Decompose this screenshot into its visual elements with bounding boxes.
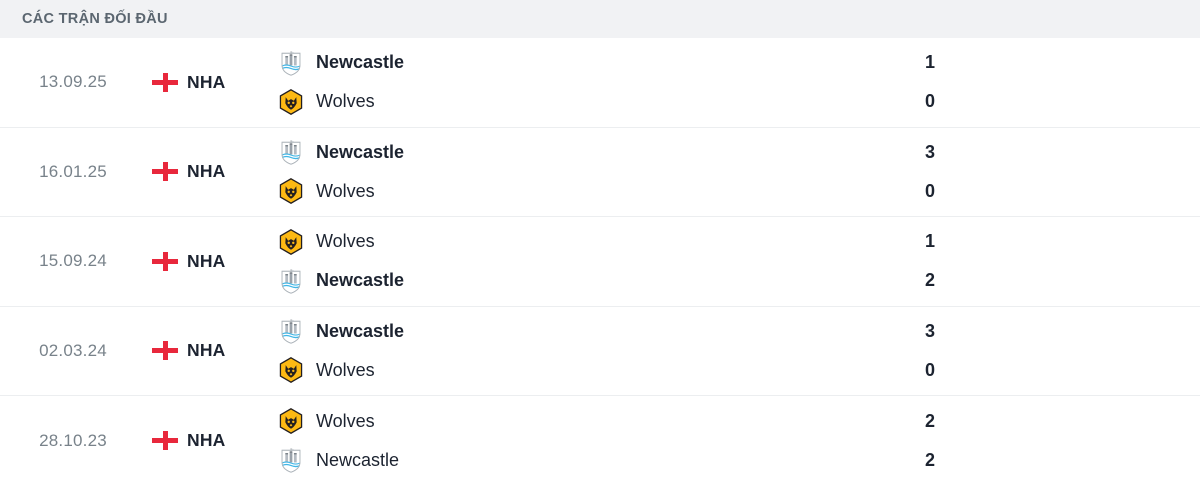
match-row[interactable]: 13.09.25 NHA Newcastle Wolves 1 0: [0, 38, 1200, 128]
competition-cell[interactable]: NHA: [152, 251, 260, 272]
newcastle-crest-icon: [278, 50, 304, 76]
score-away: 2: [924, 449, 935, 470]
team-name-home: Newcastle: [316, 141, 405, 162]
competition-name: NHA: [187, 71, 226, 92]
score-home: 3: [924, 320, 935, 341]
score-away: 0: [924, 359, 935, 380]
score-home: 1: [924, 52, 935, 73]
score-away: 0: [924, 180, 935, 201]
score-home: 2: [924, 410, 935, 431]
match-date: 16.01.25: [39, 161, 107, 181]
match-row[interactable]: 02.03.24 NHA Newcastle Wolves 3 0: [0, 306, 1200, 396]
score-line-away: 0: [900, 357, 1200, 383]
teams-cell: Newcastle Wolves: [260, 139, 900, 205]
score-line-away: 2: [900, 268, 1200, 294]
wolves-crest-icon: [278, 228, 304, 255]
team-name-home: Wolves: [316, 410, 375, 431]
england-flag-icon: [152, 162, 178, 182]
newcastle-crest-icon: [278, 318, 304, 344]
teams-cell: Wolves Newcastle: [260, 408, 900, 473]
team-name-away: Newcastle: [316, 270, 405, 291]
team-line-away[interactable]: Newcastle: [278, 447, 900, 473]
newcastle-crest-icon: [278, 268, 304, 294]
teams-cell: Newcastle Wolves: [260, 318, 900, 384]
team-line-home[interactable]: Newcastle: [278, 139, 900, 165]
match-date-cell: 16.01.25: [0, 162, 152, 182]
team-name-away: Newcastle: [316, 449, 400, 470]
score-away: 0: [924, 91, 935, 112]
newcastle-crest-icon: [278, 447, 304, 473]
score-home: 3: [924, 141, 935, 162]
team-name-home: Newcastle: [316, 52, 405, 73]
team-line-home[interactable]: Newcastle: [278, 318, 900, 344]
score-line-home: 3: [900, 139, 1200, 165]
competition-name: NHA: [187, 161, 226, 182]
widget-header: CÁC TRẬN ĐỐI ĐẦU: [0, 0, 1200, 38]
team-line-home[interactable]: Newcastle: [278, 50, 900, 76]
match-date: 02.03.24: [39, 340, 107, 360]
score-line-home: 1: [900, 50, 1200, 76]
team-line-home[interactable]: Wolves: [278, 408, 900, 435]
match-date-cell: 13.09.25: [0, 72, 152, 92]
teams-cell: Newcastle Wolves: [260, 50, 900, 115]
score-home: 1: [924, 231, 935, 252]
team-name-away: Wolves: [316, 180, 375, 201]
score-line-home: 1: [900, 229, 1200, 255]
england-flag-icon: [152, 431, 178, 451]
match-row[interactable]: 15.09.24 NHA Wolves Newcastle 1 2: [0, 217, 1200, 307]
match-date-cell: 02.03.24: [0, 341, 152, 361]
newcastle-crest-icon: [278, 139, 304, 165]
team-name-home: Wolves: [316, 231, 375, 252]
score-away: 2: [924, 270, 935, 291]
team-line-away[interactable]: Newcastle: [278, 268, 900, 294]
match-date-cell: 15.09.24: [0, 251, 152, 271]
score-line-away: 0: [900, 89, 1200, 115]
match-date: 13.09.25: [39, 72, 107, 92]
competition-cell[interactable]: NHA: [152, 430, 260, 451]
competition-name: NHA: [187, 430, 226, 451]
match-list: 13.09.25 NHA Newcastle Wolves 1 0 16.01.25 NHA N…: [0, 38, 1200, 486]
england-flag-icon: [152, 341, 178, 361]
wolves-crest-icon: [278, 178, 304, 205]
match-row[interactable]: 28.10.23 NHA Wolves Newcastle 2 2: [0, 396, 1200, 486]
competition-cell[interactable]: NHA: [152, 340, 260, 361]
team-line-away[interactable]: Wolves: [278, 178, 900, 205]
england-flag-icon: [152, 251, 178, 271]
team-name-away: Wolves: [316, 359, 375, 380]
page-title: CÁC TRẬN ĐỐI ĐẦU: [22, 11, 168, 27]
team-name-away: Wolves: [316, 91, 375, 112]
competition-name: NHA: [187, 250, 226, 271]
wolves-crest-icon: [278, 88, 304, 115]
teams-cell: Wolves Newcastle: [260, 228, 900, 294]
team-name-home: Newcastle: [316, 320, 405, 341]
score-line-home: 3: [900, 318, 1200, 344]
wolves-crest-icon: [278, 408, 304, 435]
score-line-away: 2: [900, 447, 1200, 473]
match-date: 28.10.23: [39, 430, 107, 450]
match-date: 15.09.24: [39, 251, 107, 271]
competition-name: NHA: [187, 340, 226, 361]
competition-cell[interactable]: NHA: [152, 72, 260, 93]
team-line-home[interactable]: Wolves: [278, 228, 900, 255]
match-row[interactable]: 16.01.25 NHA Newcastle Wolves 3 0: [0, 127, 1200, 217]
england-flag-icon: [152, 72, 178, 92]
score-line-home: 2: [900, 408, 1200, 434]
score-line-away: 0: [900, 178, 1200, 204]
team-line-away[interactable]: Wolves: [278, 88, 900, 115]
competition-cell[interactable]: NHA: [152, 161, 260, 182]
wolves-crest-icon: [278, 357, 304, 384]
match-date-cell: 28.10.23: [0, 431, 152, 451]
team-line-away[interactable]: Wolves: [278, 357, 900, 384]
